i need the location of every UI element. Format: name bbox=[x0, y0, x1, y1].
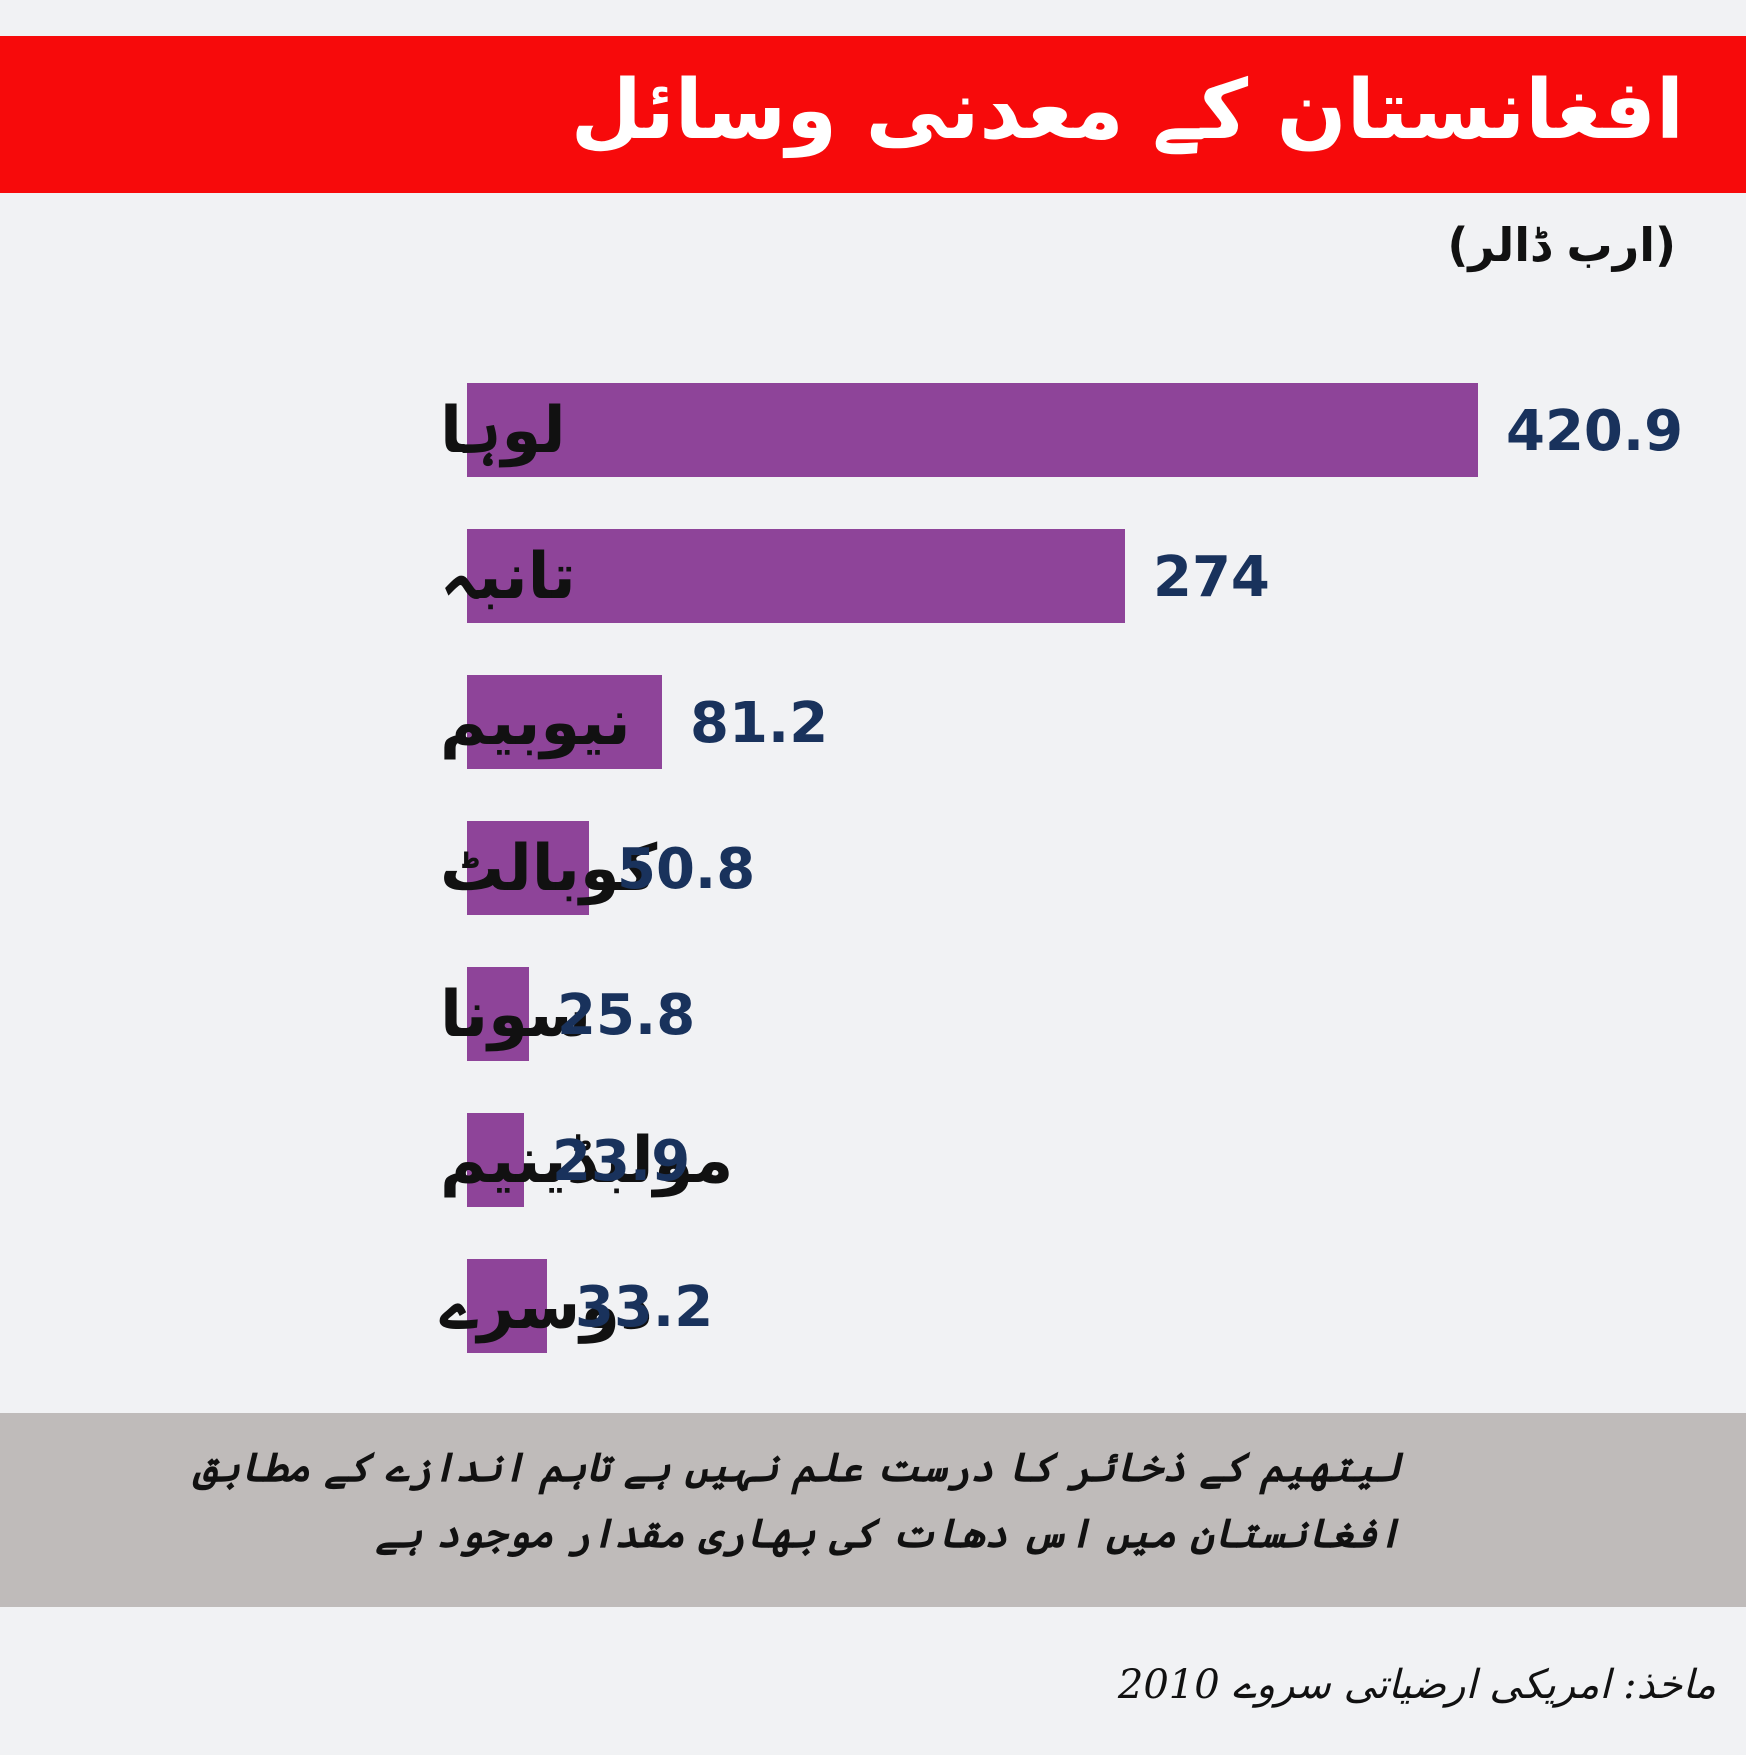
category-label-3: نیوبیم bbox=[440, 686, 631, 760]
header-banner: افغانستان کے معدنی وسائل bbox=[0, 36, 1746, 193]
category-label-1: لوہا bbox=[440, 394, 566, 468]
bar-1 bbox=[467, 383, 1478, 477]
value-label-3: 81.2 bbox=[690, 691, 828, 756]
category-label-7: دوسرے bbox=[439, 1270, 653, 1344]
value-label-5: 25.8 bbox=[557, 983, 695, 1048]
source-text: ماخذ: امریکی ارضیاتی سروے 2010 bbox=[1117, 1662, 1716, 1708]
value-label-1: 420.9 bbox=[1506, 399, 1683, 464]
bar-7 bbox=[467, 1259, 547, 1353]
chart-title: افغانستان کے معدنی وسائل bbox=[570, 63, 1684, 158]
value-label-7: 33.2 bbox=[575, 1275, 713, 1340]
bar-5 bbox=[467, 967, 529, 1061]
value-label-2: 274 bbox=[1153, 545, 1270, 610]
category-label-6: مولبڈینیم bbox=[440, 1124, 733, 1198]
category-label-2: تانبہ bbox=[440, 540, 576, 614]
category-label-5: سونا bbox=[440, 978, 591, 1052]
value-label-6: 23.9 bbox=[552, 1129, 690, 1194]
bar-3 bbox=[467, 675, 662, 769]
note-box: لیتھیم کے ذخائر کا درست علم نہیں ہے تاہم… bbox=[0, 1413, 1746, 1607]
category-label-4: کوبالٹ bbox=[440, 832, 658, 906]
bar-6 bbox=[467, 1113, 524, 1207]
value-label-4: 50.8 bbox=[617, 837, 755, 902]
bar-4 bbox=[467, 821, 589, 915]
unit-label: (ارب ڈالر) bbox=[1447, 218, 1676, 272]
bar-2 bbox=[467, 529, 1125, 623]
note-text: لیتھیم کے ذخائر کا درست علم نہیں ہے تاہم… bbox=[193, 1444, 1401, 1557]
